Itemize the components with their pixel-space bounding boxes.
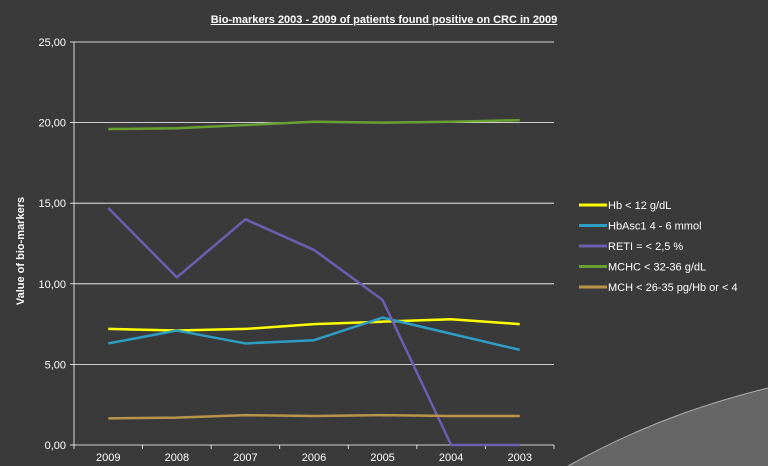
series-line-4: [108, 120, 519, 129]
y-tick-label: 0,00: [45, 440, 66, 452]
y-tick-label: 10,00: [38, 279, 66, 291]
x-tick-label: 2006: [302, 452, 326, 464]
y-tick-label: 20,00: [38, 118, 66, 130]
y-tick-label: 25,00: [38, 37, 66, 49]
series-line-2: [108, 318, 519, 350]
series-line-1: [108, 319, 519, 330]
legend-label: HbAsc1 4 - 6 mmol: [608, 221, 702, 233]
series-line-3: [108, 208, 519, 445]
legend-label: MCH < 26-35 pg/Hb or < 4: [608, 282, 738, 294]
x-tick-label: 2008: [165, 452, 189, 464]
x-tick-label: 2007: [233, 452, 257, 464]
legend-label: RETI = < 2,5 %: [608, 241, 683, 253]
x-tick-label: 2004: [439, 452, 463, 464]
x-tick-label: 2005: [370, 452, 394, 464]
x-tick-label: 2009: [96, 452, 120, 464]
x-tick-label: 2003: [507, 452, 531, 464]
legend-label: MCHC < 32-36 g/dL: [608, 262, 706, 274]
y-tick-label: 15,00: [38, 198, 66, 210]
page-curl-decoration: [568, 388, 768, 466]
y-tick-label: 5,00: [45, 359, 66, 371]
legend-label: Hb < 12 g/dL: [608, 200, 671, 212]
series-line-5: [108, 415, 519, 418]
